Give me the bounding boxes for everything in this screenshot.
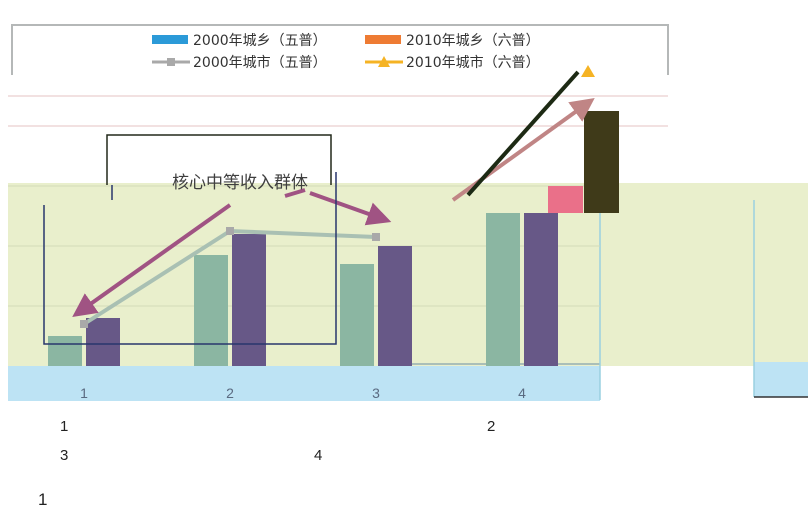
bar-rural-2000-4 [486, 213, 520, 366]
bar-rural-2010-3 [378, 246, 412, 366]
legend-swatch-rural-2000 [152, 35, 188, 44]
legend-label-rural-2010: 2010年城乡（六普） [406, 33, 540, 49]
marker-urban-2000-0 [80, 320, 88, 328]
legend-label-rural-2000: 2000年城乡（五普） [193, 33, 327, 49]
note-5: 1 [38, 490, 48, 509]
marker-urban-2000-2 [372, 233, 380, 241]
trend-arrow-middle [309, 191, 392, 226]
legend-marker-urban-2000 [167, 58, 175, 66]
series-lines [80, 65, 595, 328]
x-tick-2: 2 [226, 385, 234, 401]
bar-rural-2000-1 [48, 336, 82, 366]
trend-arrow-peak [284, 188, 306, 198]
marker-urban-2000-1 [226, 227, 234, 235]
trend-arrow-dark [466, 70, 580, 197]
marker-urban-2010-4 [581, 65, 595, 77]
bar-rural-2000-2 [194, 255, 228, 366]
highlight-frame [43, 172, 337, 345]
legend-marker-urban-2010 [378, 56, 390, 67]
plot-band-blue-right [754, 362, 808, 397]
trend-arrow-right [451, 97, 595, 202]
note-2: 2 [487, 418, 496, 435]
note-1: 1 [60, 418, 69, 435]
annotation-bracket [106, 134, 332, 185]
legend-label-urban-2010: 2010年城市（六普） [406, 54, 540, 71]
plot-band-blue [8, 366, 600, 401]
bar-extra-4-1 [584, 111, 619, 213]
bar-extra-4-0 [548, 186, 583, 213]
note-3: 3 [60, 447, 69, 464]
bar-rural-2010-1 [86, 318, 120, 366]
x-tick-3: 3 [372, 385, 380, 401]
bar-rural-2010-2 [232, 234, 266, 366]
x-axis-ticks: 1 2 3 4 [80, 385, 526, 401]
legend: 2000年城乡（五普） 2010年城乡（六普） 2000年城市（五普） 2010… [152, 33, 540, 71]
legend-swatch-rural-2010 [365, 35, 401, 44]
x-tick-1: 1 [80, 385, 88, 401]
annotation-label: 核心中等收入群体 [172, 173, 308, 193]
trend-arrow-left [72, 203, 232, 317]
bar-rural-2010-4 [524, 213, 558, 366]
bar-rural-2000-3 [340, 264, 374, 366]
note-4: 4 [314, 447, 323, 464]
legend-frame [11, 24, 669, 75]
legend-label-urban-2000: 2000年城市（五普） [193, 54, 327, 71]
x-tick-4: 4 [518, 385, 526, 401]
